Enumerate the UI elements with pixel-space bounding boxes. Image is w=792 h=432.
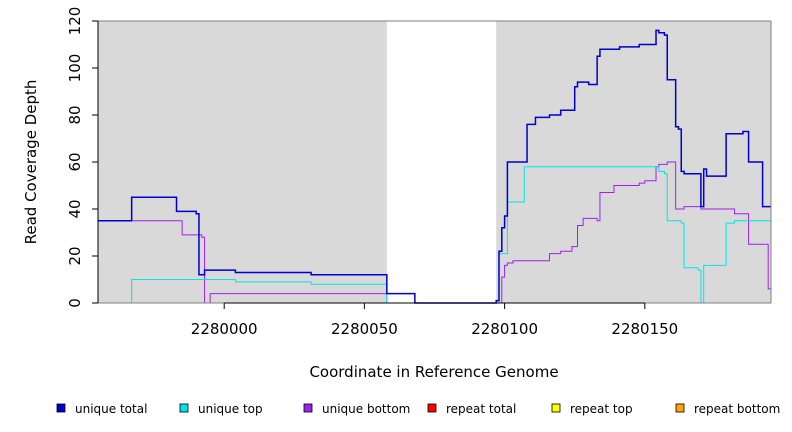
y-axis-label: Read Coverage Depth (22, 80, 40, 245)
series-line-unique-bottom (98, 161, 771, 304)
x-tick-label: 2280050 (331, 320, 398, 338)
legend: unique total unique top unique bottom repea… (56, 402, 780, 416)
x-tick-label: 2280000 (191, 320, 258, 338)
legend-swatch-repeat-total (427, 403, 437, 413)
legend-swatch-unique-bottom (303, 403, 313, 413)
y-tick-label: 60 (66, 152, 84, 171)
legend-label-unique-bottom: unique bottom (322, 402, 410, 416)
legend-label-repeat-top: repeat top (570, 402, 633, 416)
legend-swatch-unique-total (56, 403, 66, 413)
y-tick-label: 80 (66, 105, 84, 124)
y-tick-label: 0 (66, 298, 84, 308)
shaded-region-1 (98, 21, 387, 303)
x-tick-label: 2280150 (611, 320, 678, 338)
legend-label-unique-top: unique top (198, 402, 263, 416)
x-axis: 2280000 2280050 2280100 2280150 (191, 302, 678, 338)
legend-label-unique-total: unique total (75, 402, 147, 416)
x-axis-label: Coordinate in Reference Genome (309, 363, 558, 381)
shaded-region-2 (496, 21, 771, 303)
legend-swatch-repeat-top (551, 403, 561, 413)
shaded-regions (98, 21, 771, 303)
legend-label-repeat-total: repeat total (446, 402, 516, 416)
legend-swatch-repeat-bottom (675, 403, 685, 413)
x-tick-label: 2280100 (471, 320, 538, 338)
series-line-unique-total (98, 29, 771, 304)
y-tick-label: 20 (66, 246, 84, 265)
legend-swatch-unique-top (179, 403, 189, 413)
y-axis: 0 20 40 60 80 100 120 (66, 7, 99, 308)
y-tick-label: 120 (66, 7, 84, 36)
legend-label-repeat-bottom: repeat bottom (694, 402, 780, 416)
y-tick-label: 100 (66, 54, 84, 83)
y-tick-label: 40 (66, 199, 84, 218)
